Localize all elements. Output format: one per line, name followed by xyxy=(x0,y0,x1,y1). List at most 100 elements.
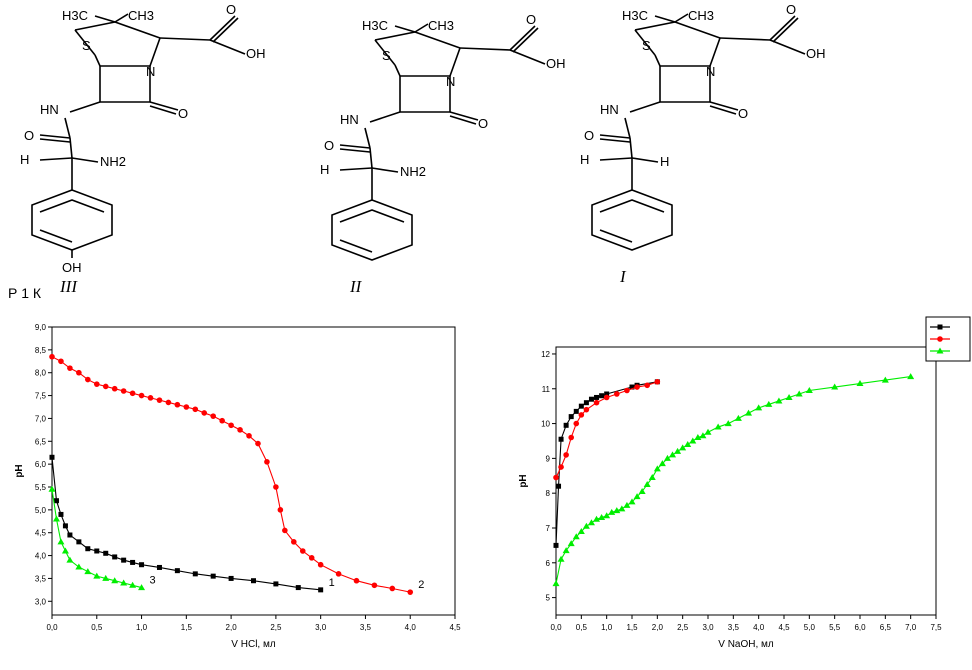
svg-text:NH2: NH2 xyxy=(400,164,426,179)
data-point xyxy=(765,400,773,407)
data-point xyxy=(407,589,414,595)
x-tick-label: 6,0 xyxy=(854,623,866,632)
data-point xyxy=(663,454,671,461)
data-point xyxy=(583,406,590,413)
data-point xyxy=(684,440,692,447)
series-end-label: 2 xyxy=(418,579,424,591)
data-point xyxy=(603,394,610,401)
y-tick-label: 3,5 xyxy=(35,574,47,583)
data-point xyxy=(633,493,641,500)
data-point xyxy=(629,384,635,390)
data-point xyxy=(558,436,564,442)
data-point xyxy=(689,437,697,444)
data-point xyxy=(785,393,793,400)
svg-text:OH: OH xyxy=(246,46,266,61)
svg-text:III: III xyxy=(59,277,78,296)
data-point xyxy=(563,422,569,428)
data-point xyxy=(795,390,803,397)
data-point xyxy=(648,474,656,481)
data-point xyxy=(282,527,288,534)
y-axis-label: pH xyxy=(518,474,529,487)
svg-text:O: O xyxy=(24,128,34,143)
data-point xyxy=(643,480,651,487)
data-point xyxy=(94,548,100,554)
y-tick-label: 3,0 xyxy=(35,597,47,606)
data-point xyxy=(219,417,225,424)
data-point xyxy=(613,507,621,514)
y-tick-label: 9,0 xyxy=(35,323,47,332)
svg-text:HN: HN xyxy=(600,102,619,117)
data-point xyxy=(174,401,181,408)
y-tick-label: 7,5 xyxy=(35,392,47,401)
svg-text:I: I xyxy=(619,267,627,286)
x-tick-label: 1,0 xyxy=(601,623,613,632)
data-point xyxy=(567,540,575,547)
svg-text:O: O xyxy=(478,116,488,131)
series-end-label: 3 xyxy=(150,575,156,587)
y-tick-label: 7 xyxy=(546,524,551,533)
series-line xyxy=(555,381,658,546)
x-tick-label: 7,0 xyxy=(905,623,917,632)
data-point xyxy=(120,388,127,394)
x-tick-label: 5,0 xyxy=(804,623,816,632)
data-point xyxy=(291,539,297,545)
data-point xyxy=(563,452,569,458)
svg-text:CH3: CH3 xyxy=(128,8,154,23)
svg-text:H: H xyxy=(660,154,669,169)
svg-text:OH: OH xyxy=(806,46,826,61)
data-point xyxy=(669,451,677,458)
svg-text:CH3: CH3 xyxy=(688,8,714,23)
data-point xyxy=(130,559,136,565)
y-tick-label: 6 xyxy=(546,559,551,568)
chart-hcl-titration: 0,0 0,5 1,0 1,5 2,0 2,5 3,0 3,5 4,0 4,5 3,0 3,5 4,0 4… xyxy=(14,323,461,650)
data-point xyxy=(618,505,626,512)
data-point xyxy=(644,382,650,389)
data-point xyxy=(174,568,180,574)
data-point xyxy=(58,358,64,365)
svg-text:N: N xyxy=(706,64,715,79)
data-point xyxy=(593,399,600,406)
plot-frame xyxy=(51,326,456,616)
data-point xyxy=(66,556,74,563)
data-point xyxy=(255,440,261,447)
x-axis-label: V NaOH, мл xyxy=(718,639,774,650)
series-line xyxy=(51,457,321,591)
data-point xyxy=(593,515,601,522)
data-point xyxy=(295,585,301,591)
data-point xyxy=(755,404,763,411)
structure-iii: H3C CH3 S N OH O HN O H NH2 OH O III xyxy=(20,2,266,296)
y-tick-label: 5,0 xyxy=(35,506,47,515)
data-point xyxy=(724,420,732,427)
data-point xyxy=(147,395,154,401)
data-point xyxy=(577,527,585,534)
data-point xyxy=(273,581,279,587)
y-tick-label: 8,5 xyxy=(35,346,47,355)
svg-text:O: O xyxy=(786,2,796,17)
data-point xyxy=(129,581,137,588)
svg-text:H: H xyxy=(320,162,329,177)
x-tick-label: 4,5 xyxy=(449,623,461,632)
y-tick-label: 8,0 xyxy=(35,369,47,378)
structure-i: H3C CH3 S N OH O HN O H H O I xyxy=(580,2,826,286)
data-point xyxy=(277,507,284,513)
svg-text:CH3: CH3 xyxy=(428,18,454,33)
svg-text:O: O xyxy=(324,138,334,153)
structures-figure: H3C CH3 SN OHO HNO H NH2 OHO III xyxy=(8,2,826,300)
data-point xyxy=(557,555,565,562)
y-tick-label: 9 xyxy=(546,454,551,463)
svg-text:N: N xyxy=(146,64,155,79)
data-point xyxy=(85,546,91,552)
svg-text:O: O xyxy=(738,106,748,121)
data-point xyxy=(371,582,378,589)
data-point xyxy=(210,573,216,579)
data-point xyxy=(699,432,707,439)
data-point xyxy=(48,485,56,492)
svg-text:H: H xyxy=(20,152,29,167)
data-point xyxy=(183,404,190,410)
svg-text:O: O xyxy=(226,2,236,17)
y-tick-label: 10 xyxy=(541,420,550,429)
data-point xyxy=(805,387,813,394)
x-tick-label: 1,0 xyxy=(136,623,148,632)
data-point xyxy=(831,383,839,390)
data-point xyxy=(634,384,640,390)
